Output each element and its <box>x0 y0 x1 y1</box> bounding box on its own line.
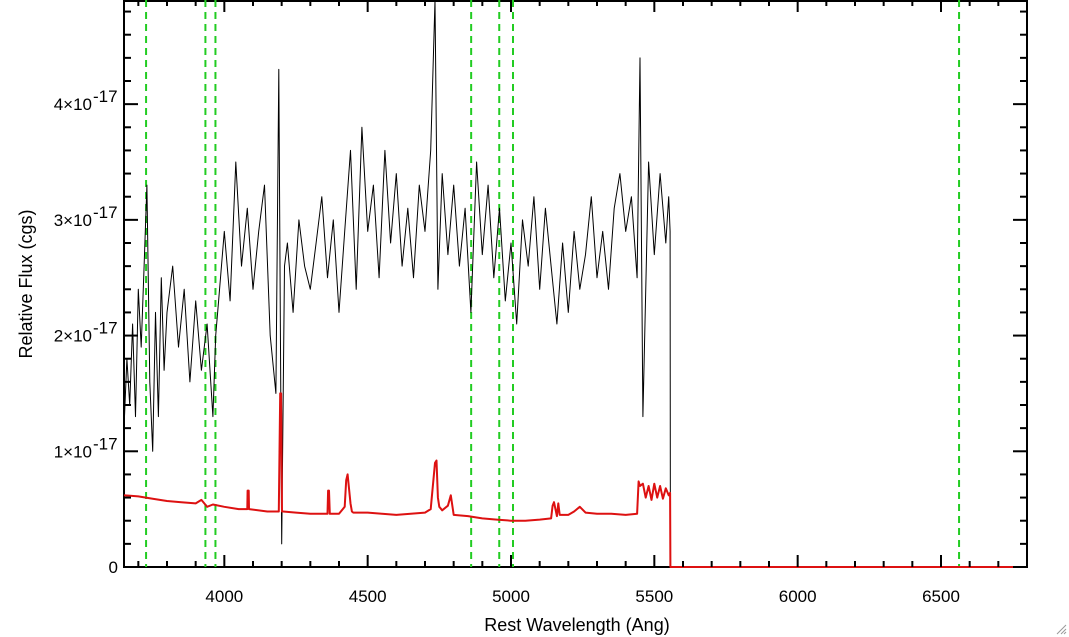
resize-grip-icon[interactable] <box>1055 623 1067 635</box>
y-tick-label: 4×10 <box>54 95 92 114</box>
x-tick-label: 4000 <box>205 587 243 606</box>
x-axis-title: Rest Wavelength (Ang) <box>484 615 669 635</box>
y-axis-title: Relative Flux (cgs) <box>16 209 36 358</box>
x-tick-label: 4500 <box>349 587 387 606</box>
y-tick-label: 0 <box>109 558 118 577</box>
y-axis-ticks: 01×10 -172×10 -173×10 -174×10 -17 <box>54 10 1027 577</box>
x-tick-label: 5500 <box>635 587 673 606</box>
series-model <box>123 392 1027 568</box>
y-tick-label: 1×10 <box>54 442 92 461</box>
plot-area <box>123 0 1028 568</box>
x-tick-label: 6000 <box>779 587 817 606</box>
y-tick-exponent: -17 <box>93 203 118 222</box>
x-axis-ticks: 4000 4500 5000 5500 6000 6500 <box>137 0 1028 606</box>
y-tick-exponent: -17 <box>93 434 118 453</box>
x-tick-label: 5000 <box>492 587 530 606</box>
y-tick-label: 3×10 <box>54 211 92 230</box>
y-tick-exponent: -17 <box>93 319 118 338</box>
plot-frame <box>123 0 1028 568</box>
series-spectrum <box>123 0 1027 568</box>
x-tick-label: 6500 <box>922 587 960 606</box>
y-tick-label: 2×10 <box>54 327 92 346</box>
emission-line-markers <box>145 0 961 567</box>
series-layer <box>123 0 1027 568</box>
y-tick-exponent: -17 <box>93 87 118 106</box>
